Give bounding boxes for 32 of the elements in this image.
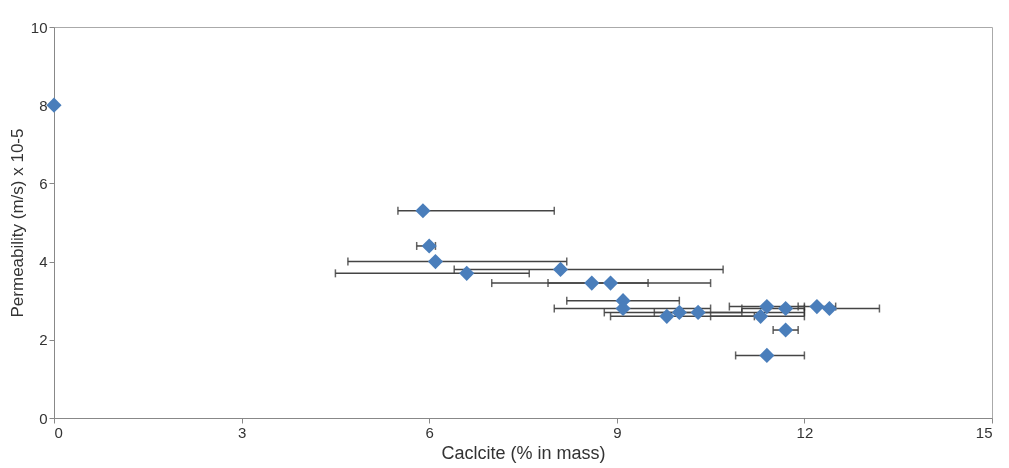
point <box>602 275 619 291</box>
y-tick-label: 8 <box>39 96 48 114</box>
y-tick-label: 6 <box>39 174 48 192</box>
x-tick-label: 6 <box>425 423 434 441</box>
point <box>584 275 600 291</box>
x-axis-title: Caclcite (% in mass) <box>441 442 606 463</box>
point <box>821 300 837 317</box>
point <box>46 97 62 113</box>
x-tick-label: 0 <box>54 423 63 441</box>
point <box>759 298 775 315</box>
point <box>552 261 569 277</box>
point <box>778 322 794 338</box>
point <box>459 265 475 281</box>
point <box>759 347 775 364</box>
point <box>690 304 706 321</box>
y-tick-label: 0 <box>39 409 48 427</box>
y-axis-title: Permeability (m/s) x 10-5 <box>7 128 27 318</box>
point <box>427 254 444 270</box>
point <box>809 298 825 315</box>
point <box>671 304 687 321</box>
y-tick-label: 4 <box>39 253 48 271</box>
y-tick-label: 2 <box>39 331 48 349</box>
point <box>778 300 794 317</box>
x-tick-label: 15 <box>975 423 993 441</box>
y-tick-label: 10 <box>30 18 48 36</box>
point <box>753 308 769 324</box>
x-tick-label: 3 <box>237 423 247 441</box>
x-tick-label: 9 <box>613 423 622 441</box>
point <box>421 238 437 254</box>
point <box>415 203 431 219</box>
x-tick-label: 12 <box>796 423 814 441</box>
point <box>659 308 675 324</box>
